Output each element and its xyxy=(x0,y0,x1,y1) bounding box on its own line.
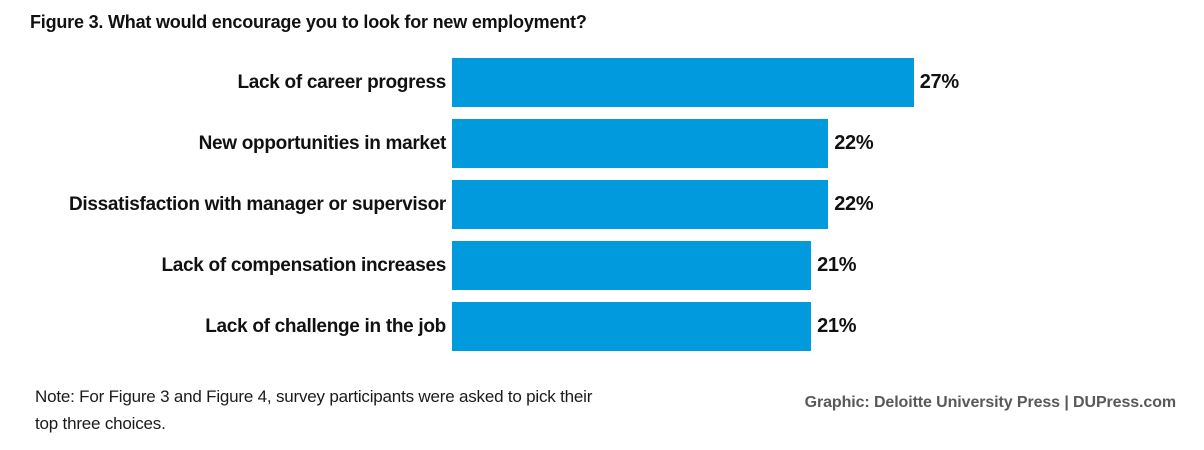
bar xyxy=(452,241,812,290)
source-credit: Graphic: Deloitte University Press | DUP… xyxy=(804,394,1176,411)
bar xyxy=(452,119,829,168)
category-label: Lack of compensation increases xyxy=(161,254,446,276)
bar xyxy=(452,58,914,107)
value-label: 22% xyxy=(834,193,874,215)
value-label: 27% xyxy=(919,71,959,93)
value-label: 22% xyxy=(834,132,874,154)
chart-row: Dissatisfaction with manager or supervis… xyxy=(0,180,1204,229)
chart-row: Lack of challenge in the job 21% xyxy=(0,302,1204,351)
bar-track: 27% xyxy=(452,58,1204,107)
bar xyxy=(452,180,829,229)
figure-title: Figure 3. What would encourage you to lo… xyxy=(30,12,587,32)
bar-chart: Lack of career progress 27% New opportun… xyxy=(0,58,1204,363)
bar xyxy=(452,302,812,351)
category-label: Lack of challenge in the job xyxy=(205,315,446,337)
chart-row: New opportunities in market 22% xyxy=(0,119,1204,168)
bar-track: 21% xyxy=(452,302,1204,351)
bar-track: 22% xyxy=(452,180,1204,229)
footnote: Note: For Figure 3 and Figure 4, survey … xyxy=(35,387,593,433)
bar-track: 22% xyxy=(452,119,1204,168)
category-label: New opportunities in market xyxy=(198,132,447,154)
chart-row: Lack of compensation increases 21% xyxy=(0,241,1204,290)
bar-track: 21% xyxy=(452,241,1204,290)
value-label: 21% xyxy=(817,315,857,337)
category-label: Dissatisfaction with manager or supervis… xyxy=(68,193,446,215)
value-label: 21% xyxy=(817,254,857,276)
category-label: Lack of career progress xyxy=(237,71,446,93)
chart-row: Lack of career progress 27% xyxy=(0,58,1204,107)
